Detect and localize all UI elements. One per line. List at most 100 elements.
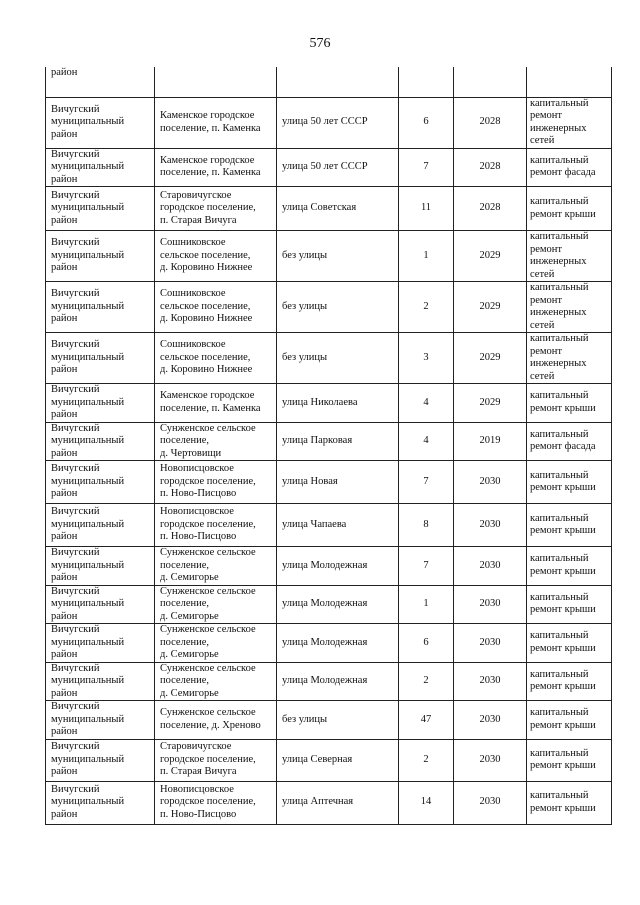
table-row: Вичугский муниципальный район Старовичугс…: [45, 738, 612, 782]
year-cell: 2028: [453, 96, 527, 149]
table-row: Вичугский муниципальный район Сошниковско…: [45, 332, 612, 384]
district-cell: Вичугский муниципальный район: [45, 584, 155, 624]
street-cell: [276, 67, 399, 98]
street-cell: улица 50 лет СССР: [276, 96, 399, 149]
year-cell: 2029: [453, 383, 527, 423]
house-cell: 2: [398, 281, 454, 333]
work-type-cell: капитальный ремонт крыши: [526, 738, 612, 782]
settlement-cell: Новописцовское городское поселение, п. Н…: [154, 460, 277, 504]
street-cell: без улицы: [276, 332, 399, 384]
work-type-cell: капитальный ремонт инженерных сетей: [526, 332, 612, 384]
work-type-cell: [526, 67, 612, 98]
house-cell: 11: [398, 186, 454, 231]
year-cell: 2030: [453, 780, 527, 825]
work-type-cell: капитальный ремонт крыши: [526, 186, 612, 231]
work-type-cell: капитальный ремонт крыши: [526, 700, 612, 740]
table-row-continued: район: [45, 67, 612, 98]
settlement-cell: Сунженское сельское поселение, д. Семиго…: [154, 584, 277, 624]
house-cell: 6: [398, 96, 454, 149]
house-cell: 2: [398, 738, 454, 782]
district-cell: Вичугский муниципальный район: [45, 503, 155, 547]
work-type-cell: капитальный ремонт крыши: [526, 383, 612, 423]
district-cell: Вичугский муниципальный район: [45, 96, 155, 149]
street-cell: улица Советская: [276, 186, 399, 231]
table-row: Вичугский муниципальный район Старовичугс…: [45, 186, 612, 231]
table-row: Вичугский муниципальный район Каменское г…: [45, 96, 612, 149]
year-cell: 2030: [453, 700, 527, 740]
table-row: Вичугский муниципальный район Сунженское …: [45, 623, 612, 663]
settlement-cell: Старовичугское городское поселение, п. С…: [154, 186, 277, 231]
street-cell: улица Парковая: [276, 421, 399, 461]
work-type-cell: капитальный ремонт фасада: [526, 147, 612, 187]
settlement-cell: Сунженское сельское поселение, д. Хренов…: [154, 700, 277, 740]
settlement-cell: Старовичугское городское поселение, п. С…: [154, 738, 277, 782]
house-cell: 4: [398, 421, 454, 461]
table-row: Вичугский муниципальный район Каменское г…: [45, 383, 612, 423]
year-cell: 2019: [453, 421, 527, 461]
street-cell: улица Молодежная: [276, 584, 399, 624]
work-type-cell: капитальный ремонт крыши: [526, 661, 612, 701]
house-cell: 1: [398, 584, 454, 624]
district-cell: Вичугский муниципальный район: [45, 147, 155, 187]
table-row: Вичугский муниципальный район Сунженское …: [45, 584, 612, 624]
table-row: Вичугский муниципальный район Сунженское …: [45, 661, 612, 701]
work-type-cell: капитальный ремонт крыши: [526, 503, 612, 547]
street-cell: улица Чапаева: [276, 503, 399, 547]
house-cell: 1: [398, 230, 454, 282]
district-cell: Вичугский муниципальный район: [45, 460, 155, 504]
year-cell: 2029: [453, 230, 527, 282]
house-cell: 7: [398, 546, 454, 586]
district-cell: Вичугский муниципальный район: [45, 332, 155, 384]
year-cell: 2028: [453, 186, 527, 231]
settlement-cell: Каменское городское поселение, п. Каменк…: [154, 96, 277, 149]
street-cell: без улицы: [276, 700, 399, 740]
year-cell: 2028: [453, 147, 527, 187]
table-row: Вичугский муниципальный район Новописцовс…: [45, 503, 612, 547]
work-type-cell: капитальный ремонт крыши: [526, 780, 612, 825]
house-cell: 4: [398, 383, 454, 423]
street-cell: улица Молодежная: [276, 623, 399, 663]
settlement-cell: Сунженское сельское поселение, д. Чертов…: [154, 421, 277, 461]
settlement-cell: Новописцовское городское поселение, п. Н…: [154, 780, 277, 825]
district-cell: Вичугский муниципальный район: [45, 738, 155, 782]
street-cell: без улицы: [276, 230, 399, 282]
settlement-cell: Сошниковское сельское поселение, д. Коро…: [154, 281, 277, 333]
district-cell: Вичугский муниципальный район: [45, 230, 155, 282]
district-cell: Вичугский муниципальный район: [45, 780, 155, 825]
street-cell: улица Николаева: [276, 383, 399, 423]
work-type-cell: капитальный ремонт крыши: [526, 584, 612, 624]
work-type-cell: капитальный ремонт инженерных сетей: [526, 281, 612, 333]
work-type-cell: капитальный ремонт крыши: [526, 460, 612, 504]
house-cell: 8: [398, 503, 454, 547]
settlement-cell: Сошниковское сельское поселение, д. Коро…: [154, 230, 277, 282]
year-cell: 2030: [453, 661, 527, 701]
settlement-cell: Сунженское сельское поселение, д. Семиго…: [154, 546, 277, 586]
year-cell: 2030: [453, 623, 527, 663]
district-cell: Вичугский муниципальный район: [45, 661, 155, 701]
work-type-cell: капитальный ремонт инженерных сетей: [526, 230, 612, 282]
table-row: Вичугский муниципальный район Сошниковско…: [45, 230, 612, 282]
year-cell: 2030: [453, 503, 527, 547]
house-cell: 2: [398, 661, 454, 701]
house-cell: 7: [398, 460, 454, 504]
settlement-cell: Сошниковское сельское поселение, д. Коро…: [154, 332, 277, 384]
table-row: Вичугский муниципальный район Сунженское …: [45, 546, 612, 586]
settlement-cell: Каменское городское поселение, п. Каменк…: [154, 383, 277, 423]
year-cell: 2030: [453, 738, 527, 782]
table-row: Вичугский муниципальный район Новописцовс…: [45, 780, 612, 825]
street-cell: улица Северная: [276, 738, 399, 782]
district-cell: Вичугский муниципальный район: [45, 700, 155, 740]
district-cell: Вичугский муниципальный район: [45, 421, 155, 461]
house-cell: [398, 67, 454, 98]
street-cell: улица 50 лет СССР: [276, 147, 399, 187]
repair-schedule-table: район Вичугский муниципальный район Камен…: [45, 67, 612, 825]
work-type-cell: капитальный ремонт крыши: [526, 623, 612, 663]
street-cell: улица Молодежная: [276, 661, 399, 701]
settlement-cell: Сунженское сельское поселение, д. Семиго…: [154, 623, 277, 663]
table-row: Вичугский муниципальный район Сунженское …: [45, 421, 612, 461]
settlement-cell: [154, 67, 277, 98]
year-cell: 2029: [453, 332, 527, 384]
year-cell: 2030: [453, 460, 527, 504]
year-cell: [453, 67, 527, 98]
table-row: Вичугский муниципальный район Сунженское …: [45, 700, 612, 740]
